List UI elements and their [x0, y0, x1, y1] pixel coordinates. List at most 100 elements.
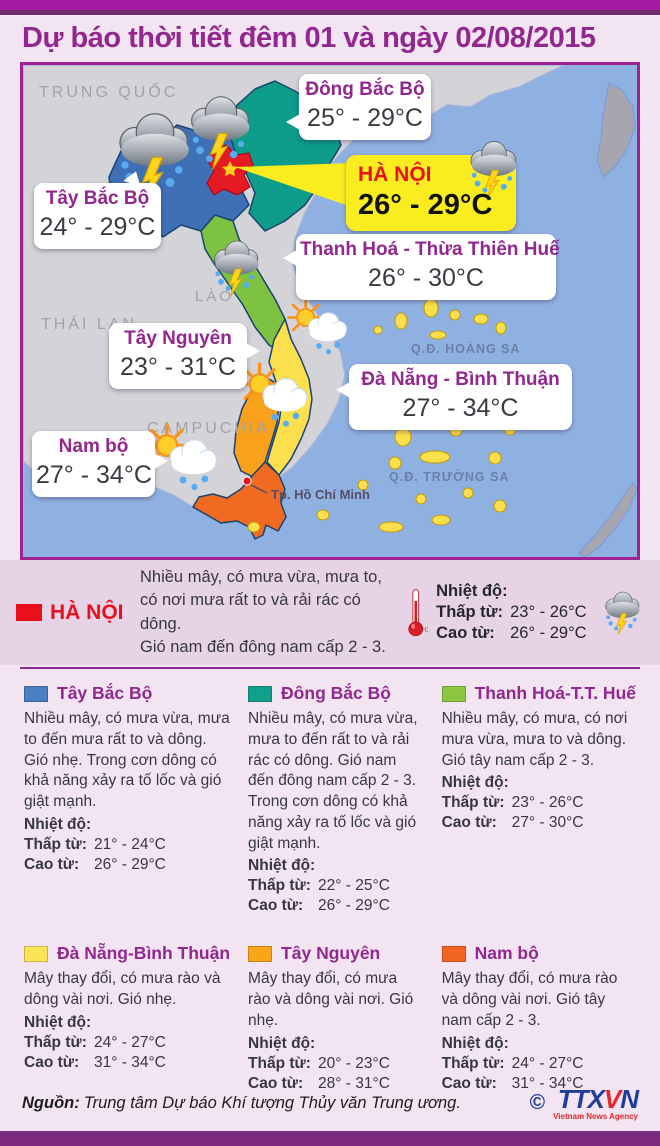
region-color-swatch [24, 945, 48, 962]
region-low-value: 24° - 27°C [511, 1054, 584, 1072]
callout-region-name: Thanh Hoá - Thừa Thiên Huế [300, 239, 560, 260]
svg-text:°C: °C [422, 627, 428, 633]
thermometer-icon: °C [408, 588, 428, 636]
region-description: Mây thay đổi, có mưa rào và dông vài nơi… [248, 970, 414, 1029]
callout-nam-bo: Nam bộ 27° - 34°C [32, 431, 168, 497]
region-color-swatch [248, 685, 273, 702]
top-accent-bar [0, 0, 660, 10]
callout-temp-range: 26° - 30°C [368, 263, 484, 292]
storm-icon [470, 141, 517, 195]
region-high-value: 26° - 29°C [318, 897, 390, 915]
callout-tail [283, 250, 297, 266]
region-title: Đông Bắc Bộ [281, 683, 391, 703]
ttxvn-caption: Vietnam News Agency [553, 1111, 638, 1121]
callout-region-name: Đà Nẵng - Bình Thuận [361, 369, 560, 390]
region-color-swatch [441, 685, 466, 702]
source-credit: Nguồn: Trung tâm Dự báo Khí tượng Thủy vă… [22, 1094, 461, 1113]
region-title: Tây Bắc Bộ [57, 683, 153, 703]
label-hcmc: Tp. Hồ Chí Minh [271, 487, 370, 502]
callout-temp-range: 25° - 29°C [307, 103, 423, 132]
hanoi-description: Nhiều mây, có mưa vừa, mưa to, có nơi mư… [140, 568, 386, 656]
copyright-icon: © [529, 1091, 546, 1114]
section-divider [20, 667, 640, 669]
region-low-value: 23° - 26°C [511, 794, 584, 812]
hanoi-temperatures: Nhiệt độ: Thấp từ: 23° - 26°C Cao từ: 26… [436, 582, 587, 642]
region-card-da-nang-binh-thuan: Đà Nẵng-Bình Thuận Mây thay đổi, có mưa … [24, 943, 231, 1071]
callout-temp-range: 27° - 34°C [402, 393, 519, 422]
region-title: Nam bộ [474, 943, 539, 964]
region-high-value: 26° - 29°C [94, 855, 166, 873]
label-laos: LÀO [195, 288, 234, 305]
top-accent-bar-shadow [0, 10, 660, 15]
region-card-dong-bac-bo: Đông Bắc Bộ Nhiều mây, có mưa vừa, mưa t… [248, 683, 424, 915]
callout-tail [246, 343, 260, 359]
callout-tail [154, 453, 168, 469]
source-label: Nguồn: [22, 1093, 80, 1112]
label-truong-sa: Q.Đ. TRƯỜNG SA [389, 469, 509, 484]
source-text: Trung tâm Dự báo Khí tượng Thủy văn Trun… [83, 1093, 461, 1112]
region-cards-grid: Tây Bắc Bộ Nhiều mây, có mưa vừa, mưa to… [0, 671, 660, 1092]
region-low-value: 22° - 25°C [318, 877, 390, 895]
storm-icon [605, 591, 640, 635]
hanoi-legend: HÀ NỘI [16, 601, 132, 625]
callout-region-name: Nam bộ [58, 436, 129, 457]
callout-tay-bac-bo: Tây Bắc Bộ 24° - 29°C [34, 168, 161, 249]
hanoi-star-icon [222, 161, 238, 177]
callout-tay-nguyen: Tây Nguyên 23° - 31°C [109, 323, 260, 389]
ttxvn-brand: © TTXVN Vietnam News Agency [529, 1083, 639, 1121]
hcmc-marker-dot [242, 476, 252, 486]
ttxvn-logo: TTXVN Vietnam News Agency [553, 1083, 639, 1121]
region-description: Nhiều mây, có mưa, có nơi mưa vừa, mưa t… [441, 710, 628, 769]
hanoi-high-value: 26° - 29°C [510, 624, 587, 642]
callout-region-name: HÀ NỘI [358, 163, 432, 186]
region-high-value: 28° - 31°C [318, 1074, 390, 1092]
region-color-swatch [441, 945, 466, 962]
region-nam-bo-shape [192, 461, 287, 540]
palawan-island-shape [577, 481, 637, 557]
label-cambodia: CAMPUCHIA [147, 420, 270, 437]
region-description: Mây thay đổi, có mưa rào và dông vài nơi… [24, 970, 221, 1009]
callout-tail [286, 113, 300, 130]
region-high-value: 31° - 34°C [94, 1053, 166, 1071]
region-low-value: 21° - 24°C [94, 835, 166, 853]
region-card-tay-nguyen: Tây Nguyên Mây thay đổi, có mưa rào và d… [248, 943, 424, 1092]
region-color-swatch [24, 685, 48, 702]
callout-temp-range: 27° - 34°C [36, 460, 152, 489]
region-card-nam-bo: Nam bộ Mây thay đổi, có mưa rào và dông … [441, 943, 636, 1092]
region-color-swatch [248, 945, 273, 962]
region-description: Mây thay đổi, có mưa rào và dông vài nơi… [441, 970, 618, 1029]
region-description: Nhiều mây, có mưa vừa, mưa to đến rất to… [248, 710, 418, 852]
hanoi-low-value: 23° - 26°C [510, 603, 587, 621]
region-low-value: 24° - 27°C [94, 1033, 166, 1051]
callout-region-name: Tây Nguyên [124, 328, 232, 349]
callout-ha-noi: HÀ NỘI 26° - 29°C [346, 141, 517, 231]
region-title: Thanh Hoá-T.T. Huế [474, 683, 636, 703]
hanoi-name: HÀ NỘI [50, 600, 124, 624]
region-title: Đà Nẵng-Bình Thuận [57, 943, 231, 964]
region-low-value: 20° - 23°C [318, 1054, 390, 1072]
hanoi-summary-strip: HÀ NỘI Nhiều mây, có mưa vừa, mưa to, có… [0, 560, 660, 665]
label-hoang-sa: Q.Đ. HOÀNG SA [411, 341, 521, 356]
hoang-sa-islands [373, 298, 507, 340]
region-card-thanh-hoa-hue: Thanh Hoá-T.T. Huế Nhiều mây, có mưa, có… [441, 683, 636, 832]
callout-temp-range: 24° - 29°C [39, 212, 156, 241]
hanoi-color-swatch [16, 604, 42, 621]
callout-temp-range: 23° - 31°C [120, 352, 236, 381]
callout-region-name: Đông Bắc Bộ [305, 79, 425, 100]
callout-region-name: Tây Bắc Bộ [45, 188, 150, 209]
vietnam-map-graphic: TRUNG QUỐC THÁI LAN LÀO CAMPUCHIA Q.Đ. H… [23, 65, 637, 557]
callout-temp-range: 26° - 29°C [358, 189, 493, 222]
hainan-island-shape [596, 81, 636, 179]
region-description: Nhiều mây, có mưa vừa, mưa to đến mưa rấ… [24, 710, 230, 811]
label-china: TRUNG QUỐC [39, 81, 178, 101]
callout-dong-bac-bo: Đông Bắc Bộ 25° - 29°C [286, 74, 431, 140]
callout-da-nang-binh-thuan: Đà Nẵng - Bình Thuận 27° - 34°C [336, 364, 572, 430]
region-card-tay-bac-bo: Tây Bắc Bộ Nhiều mây, có mưa vừa, mưa to… [24, 683, 230, 873]
region-high-value: 27° - 30°C [511, 814, 584, 832]
bottom-accent-bar [0, 1131, 660, 1146]
callout-thanh-hoa-hue: Thanh Hoá - Thừa Thiên Huế 26° - 30°C [283, 234, 560, 300]
weather-map: TRUNG QUỐC THÁI LAN LÀO CAMPUCHIA Q.Đ. H… [20, 62, 640, 560]
callout-tail [336, 382, 350, 398]
region-high-value: 31° - 34°C [511, 1074, 584, 1092]
